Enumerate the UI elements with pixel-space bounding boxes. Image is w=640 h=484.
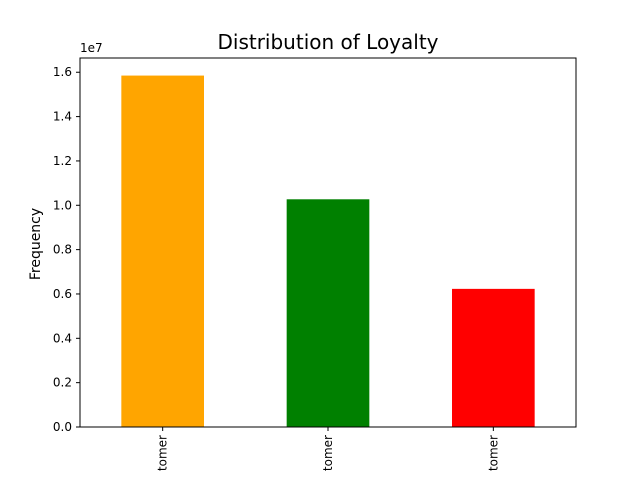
y-tick-label-8: 1.4 xyxy=(53,110,72,124)
y-tick-label-6: 1.0 xyxy=(53,198,72,212)
y-tick-label-9: 1.6 xyxy=(53,65,72,79)
y-tick-label-5: 0.8 xyxy=(53,243,72,257)
x-tick-label-1: tomer xyxy=(156,435,170,471)
y-tick-label-4: 0.6 xyxy=(53,287,72,301)
chart-title: Distribution of Loyalty xyxy=(217,30,438,54)
y-tick-label-7: 1.2 xyxy=(53,154,72,168)
bar-2 xyxy=(286,199,370,427)
bar-1 xyxy=(121,75,204,428)
x-tick-label-3: tomer xyxy=(486,435,500,471)
bar-3 xyxy=(452,288,535,427)
bars-layer xyxy=(121,75,535,428)
plot-frame xyxy=(79,57,577,428)
y-axis-label: Frequency xyxy=(28,208,44,280)
x-tick-label-2: tomer xyxy=(321,435,335,471)
y-tick-label-3: 0.4 xyxy=(53,331,72,345)
y-axis-ticks: 0.0 0.2 0.4 0.6 0.8 1.0 1.2 1.4 1.6 xyxy=(53,65,80,434)
y-tick-label-1: 0.0 xyxy=(53,420,72,434)
y-tick-label-2: 0.2 xyxy=(53,376,72,390)
x-axis-ticks: tomer tomer tomer xyxy=(156,427,500,471)
y-axis-offset-label: 1e7 xyxy=(80,41,103,55)
